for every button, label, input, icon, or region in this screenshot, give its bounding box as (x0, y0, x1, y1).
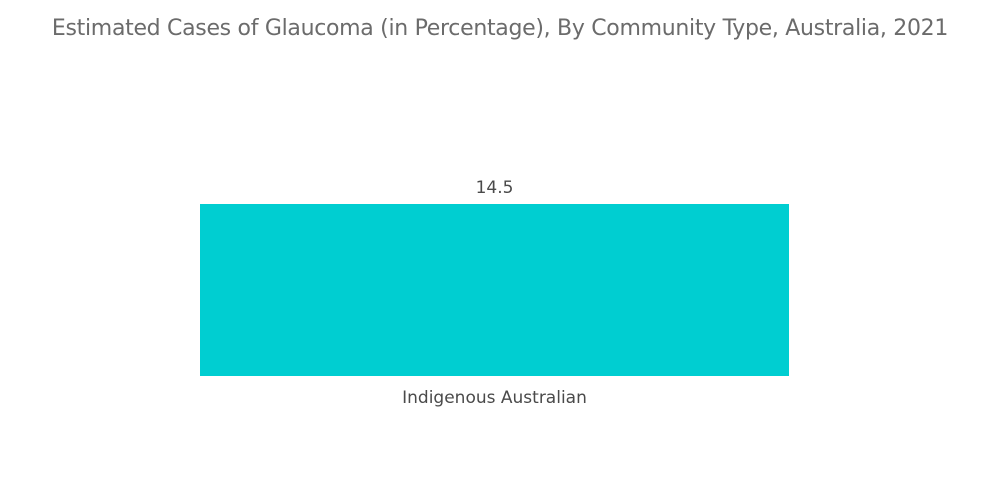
chart-title: Estimated Cases of Glaucoma (in Percenta… (51, 16, 949, 41)
bar (200, 204, 789, 376)
category-tick-label: Indigenous Australian (402, 388, 587, 408)
data-labels-layer: 14.5 (476, 178, 514, 198)
bars-layer (200, 204, 789, 376)
bar-value-label: 14.5 (476, 178, 514, 198)
category-ticks-layer: Indigenous Australian (402, 388, 587, 408)
